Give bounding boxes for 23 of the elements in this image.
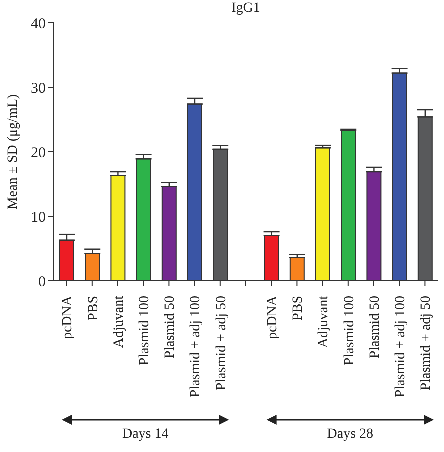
chart-title: IgG1 [232,1,260,16]
y-axis-title: Mean ± SD (μg/mL) [6,94,21,210]
x-tick-label: Adjuvant [112,296,127,348]
x-tick-label: PBS [86,296,102,321]
text: Days 14 [122,427,169,442]
x-tick-label: Plasmid 50 [368,296,383,359]
y-tick-label: 30 [31,80,46,97]
x-tick-label: Plasmid + adj 100 [188,296,204,398]
x-tick-label: Plasmid + adj 50 [419,296,434,391]
x-tick-label: Adjuvant [316,296,332,348]
x-tick-label: Plasmid + adj 100 [394,296,408,398]
y-tick-label: 0 [38,274,46,290]
x-tick-label: Plasmid 100 [342,296,358,366]
y-tick-label: 20 [31,145,46,162]
y-tick-label: 40 [31,16,46,32]
x-tick-label: Plasmid 100 [138,296,152,366]
text: Days 28 [327,427,374,442]
x-tick-label: pcDNA [266,295,280,340]
x-tick-label: Plasmid + adj 50 [214,296,230,391]
y-tick-label: 10 [31,210,46,226]
x-tick-label: pcDNA [60,295,76,340]
x-tick-label: PBS [291,296,306,321]
x-tick-label: Plasmid 50 [163,296,178,359]
